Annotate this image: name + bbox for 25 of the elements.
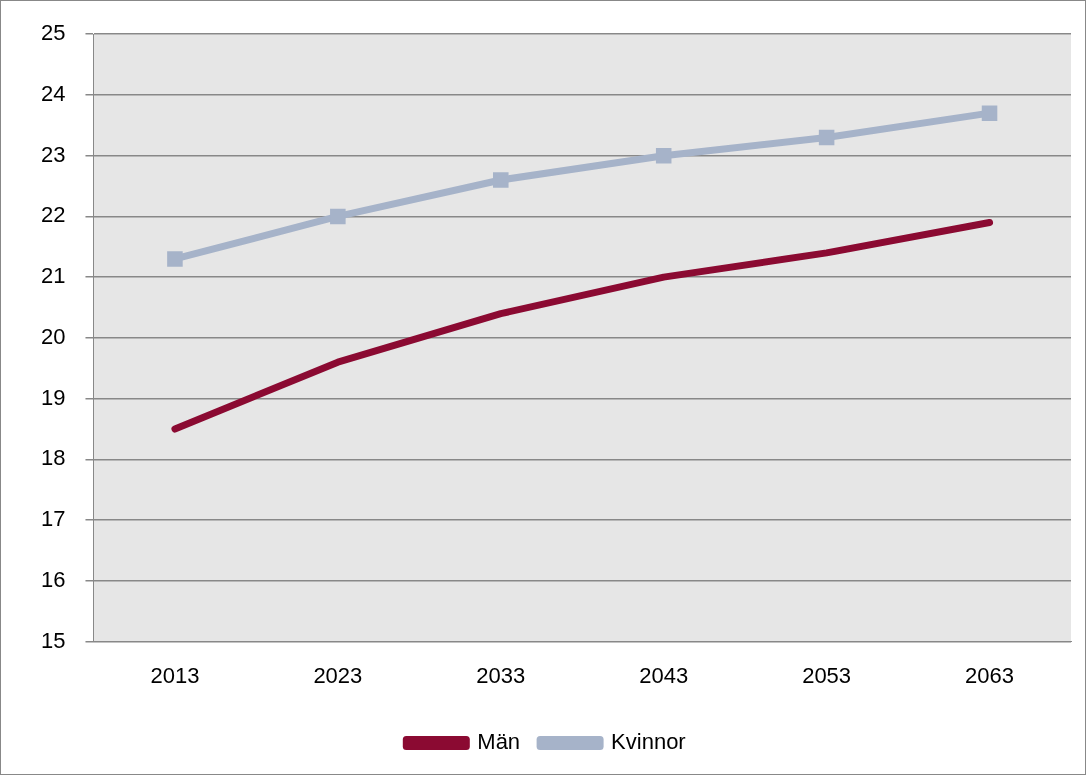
y-tick-label: 23 xyxy=(40,141,66,167)
point xyxy=(493,172,509,188)
y-tick-label: 15 xyxy=(40,627,66,653)
y-tick-label: 25 xyxy=(40,20,66,46)
y-tick-label: 18 xyxy=(40,445,66,471)
x-tick-label: 2043 xyxy=(639,662,689,688)
y-tick-label: 16 xyxy=(40,566,66,592)
x-tick-label: 2013 xyxy=(150,662,200,688)
point xyxy=(330,208,346,225)
x-tick-label: 2063 xyxy=(965,662,1015,688)
point xyxy=(167,251,183,267)
y-tick-label: 22 xyxy=(40,202,66,228)
y-tick-label: 19 xyxy=(40,384,66,410)
x-tick-label: 2023 xyxy=(313,662,363,688)
y-tick-label: 20 xyxy=(40,323,66,349)
legend-label: Kvinnor xyxy=(611,729,686,755)
point xyxy=(981,105,998,121)
y-tick-label: 17 xyxy=(40,506,66,532)
y-tick-label: 21 xyxy=(40,263,66,289)
legend-label: Män xyxy=(477,729,521,755)
x-tick-label: 2053 xyxy=(802,662,852,688)
point xyxy=(655,147,672,164)
point xyxy=(818,129,835,146)
x-tick-label: 2033 xyxy=(476,662,526,688)
y-tick-label: 24 xyxy=(40,81,66,106)
